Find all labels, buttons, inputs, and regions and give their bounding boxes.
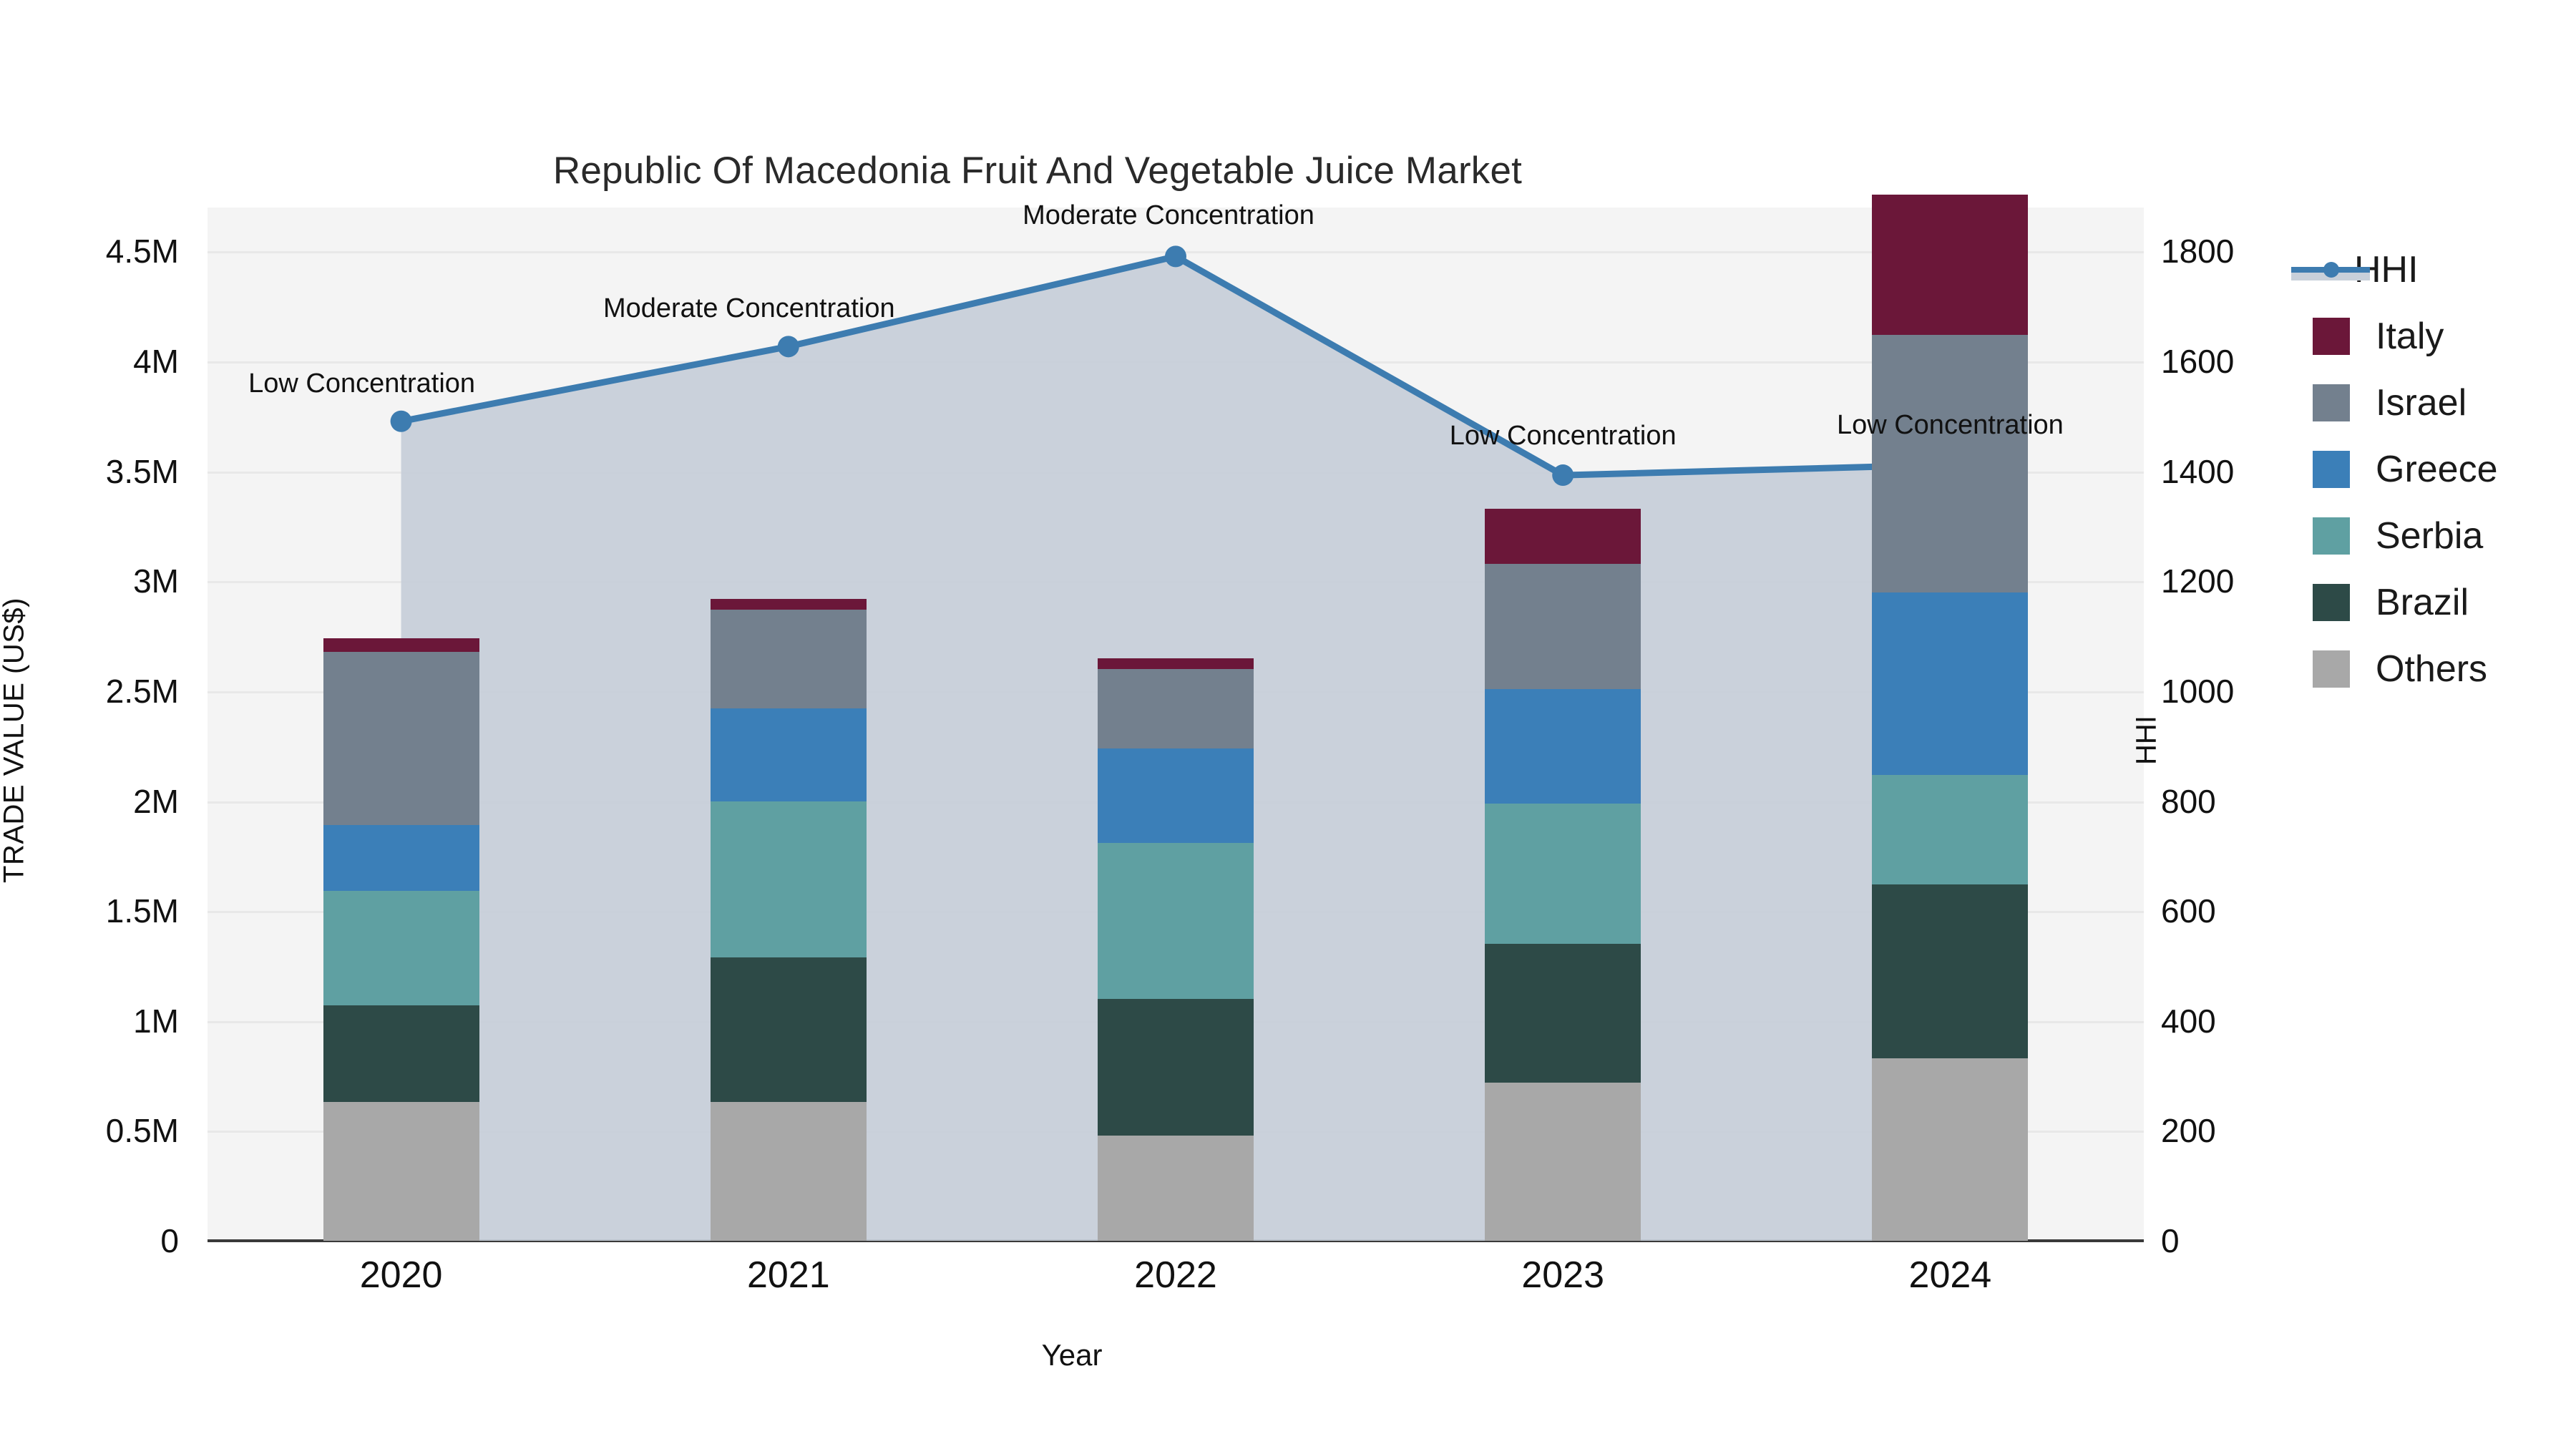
- legend-swatch-greece: [2313, 450, 2350, 488]
- y-axis-right-tick-label: 800: [2161, 782, 2216, 820]
- annotation-2024: Low Concentration: [1836, 410, 2064, 441]
- bar-segment-serbia-2021[interactable]: [710, 801, 867, 957]
- bar-segment-italy-2022[interactable]: [1098, 658, 1254, 670]
- y-axis-right-tick-label: 1000: [2161, 672, 2235, 710]
- bar-segment-brazil-2022[interactable]: [1098, 999, 1254, 1136]
- bar-segment-israel-2020[interactable]: [323, 651, 479, 826]
- bar-segment-israel-2024[interactable]: [1872, 335, 2029, 592]
- bar-segment-greece-2023[interactable]: [1485, 688, 1641, 804]
- bar-segment-greece-2021[interactable]: [710, 708, 867, 801]
- y-axis-right-label: HHI: [2130, 716, 2162, 765]
- x-axis-label: Year: [1041, 1338, 1103, 1372]
- bar-segment-brazil-2024[interactable]: [1872, 884, 2029, 1058]
- y-axis-right-tick-label: 1600: [2161, 343, 2235, 381]
- bar-segment-others-2021[interactable]: [710, 1102, 867, 1241]
- bar-segment-serbia-2023[interactable]: [1485, 803, 1641, 945]
- x-axis-tick-label-2022: 2022: [1134, 1254, 1217, 1296]
- annotation-2021: Moderate Concentration: [602, 293, 895, 324]
- y-axis-right-tick-label: 1400: [2161, 452, 2235, 490]
- bar-segment-brazil-2023[interactable]: [1485, 944, 1641, 1083]
- y-axis-left-tick-label: 1M: [133, 1002, 179, 1040]
- legend-item-greece[interactable]: Greece: [2313, 436, 2576, 502]
- x-axis-tick-label-2023: 2023: [1521, 1254, 1605, 1296]
- y-axis-left-tick-label: 2M: [133, 782, 179, 820]
- y-axis-left-tick-label: 4M: [133, 343, 179, 381]
- legend-label-others: Others: [2376, 648, 2488, 690]
- y-axis-left-tick-label: 4.5M: [105, 233, 179, 270]
- y-axis-right-tick-label: 0: [2161, 1222, 2180, 1259]
- bar-segment-israel-2022[interactable]: [1098, 669, 1254, 748]
- bar-segment-israel-2023[interactable]: [1485, 563, 1641, 689]
- annotation-2023: Low Concentration: [1449, 421, 1677, 452]
- bar-segment-serbia-2024[interactable]: [1872, 774, 2029, 885]
- bar-segment-serbia-2020[interactable]: [323, 891, 479, 1006]
- legend-swatch-others: [2313, 650, 2350, 688]
- bar-segment-italy-2020[interactable]: [323, 638, 479, 652]
- legend-swatch-israel: [2313, 384, 2350, 421]
- y-axis-left-label: TRADE VALUE (US$): [0, 597, 30, 883]
- y-axis-right-tick-label: 1800: [2161, 233, 2235, 270]
- x-axis-tick-label-2024: 2024: [1908, 1254, 1992, 1296]
- y-axis-right-tick-label: 1200: [2161, 562, 2235, 600]
- y-axis-right-tick-label: 200: [2161, 1112, 2216, 1150]
- hhi-data-point[interactable]: [1552, 464, 1574, 487]
- bar-segment-brazil-2021[interactable]: [710, 957, 867, 1103]
- legend-item-italy[interactable]: Italy: [2313, 303, 2576, 369]
- bar-segment-italy-2021[interactable]: [710, 598, 867, 610]
- chart-title-line-1: Republic Of Macedonia Fruit And Vegetabl…: [552, 150, 1523, 192]
- legend-item-others[interactable]: Others: [2313, 635, 2576, 702]
- x-axis-line: [208, 1239, 2144, 1242]
- bar-segment-others-2020[interactable]: [323, 1102, 479, 1241]
- legend-swatch-italy: [2313, 317, 2350, 355]
- hhi-data-point[interactable]: [777, 336, 799, 358]
- bar-segment-others-2024[interactable]: [1872, 1058, 2029, 1241]
- legend-item-hhi[interactable]: HHI: [2291, 236, 2576, 303]
- x-axis-tick-label-2020: 2020: [359, 1254, 443, 1296]
- y-axis-left-tick-label: 1.5M: [105, 892, 179, 930]
- y-axis-left-tick-label: 2.5M: [105, 672, 179, 710]
- legend-item-brazil[interactable]: Brazil: [2313, 569, 2576, 635]
- bar-segment-others-2023[interactable]: [1485, 1082, 1641, 1241]
- annotation-2020: Low Concentration: [248, 368, 476, 399]
- legend: HHI Italy Israel Greece Serbia Brazil Others: [2291, 236, 2576, 702]
- legend-item-serbia[interactable]: Serbia: [2313, 502, 2576, 569]
- bar-segment-others-2022[interactable]: [1098, 1135, 1254, 1241]
- x-axis-tick-label-2021: 2021: [746, 1254, 830, 1296]
- legend-label-serbia: Serbia: [2376, 514, 2484, 557]
- hhi-data-point[interactable]: [390, 410, 412, 432]
- bar-segment-greece-2020[interactable]: [323, 825, 479, 892]
- y-axis-right-tick-label: 600: [2161, 892, 2216, 930]
- annotation-2022: Moderate Concentration: [1023, 200, 1314, 231]
- legend-label-israel: Israel: [2376, 381, 2467, 424]
- bar-segment-brazil-2020[interactable]: [323, 1005, 479, 1103]
- legend-swatch-brazil: [2313, 583, 2350, 621]
- bar-segment-italy-2023[interactable]: [1485, 508, 1641, 564]
- bar-segment-greece-2022[interactable]: [1098, 748, 1254, 843]
- bar-segment-greece-2024[interactable]: [1872, 592, 2029, 775]
- y-axis-left-tick-label: 3.5M: [105, 452, 179, 490]
- y-axis-left-tick-label: 0.5M: [105, 1112, 179, 1150]
- legend-item-israel[interactable]: Israel: [2313, 369, 2576, 436]
- y-axis-right-tick-label: 400: [2161, 1002, 2216, 1040]
- legend-swatch-serbia: [2313, 517, 2350, 555]
- bar-segment-italy-2024[interactable]: [1872, 194, 2029, 336]
- legend-label-brazil: Brazil: [2376, 581, 2469, 623]
- y-axis-left-tick-label: 3M: [133, 562, 179, 600]
- hhi-line-icon: [2291, 259, 2370, 280]
- bar-segment-serbia-2022[interactable]: [1098, 842, 1254, 1000]
- bar-segment-israel-2021[interactable]: [710, 610, 867, 709]
- legend-label-greece: Greece: [2376, 448, 2498, 490]
- hhi-data-point[interactable]: [1165, 245, 1186, 268]
- y-axis-left-tick-label: 0: [160, 1222, 179, 1259]
- legend-label-italy: Italy: [2376, 315, 2444, 357]
